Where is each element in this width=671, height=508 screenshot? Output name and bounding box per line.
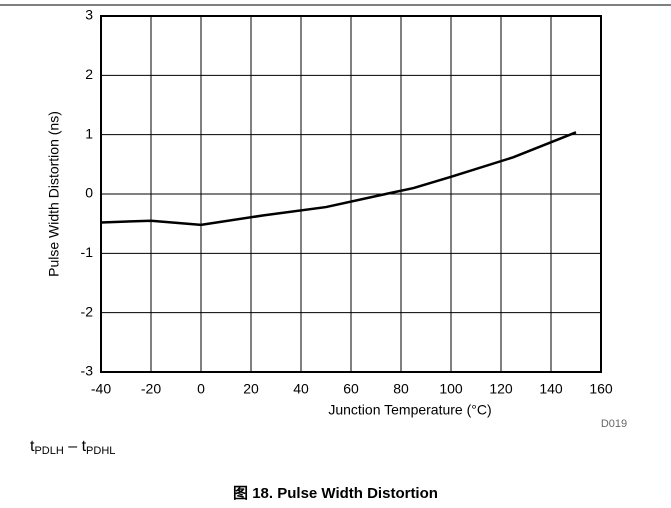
- note-sub: PDHL: [86, 445, 116, 457]
- note-sub: PDLH: [34, 445, 64, 457]
- y-tick-label: -1: [81, 244, 94, 260]
- y-tick-label: -2: [81, 303, 94, 319]
- plot-frame: [100, 15, 602, 373]
- note-text: t: [30, 438, 35, 455]
- x-tick-label: 140: [539, 381, 563, 397]
- x-tick-label: 40: [293, 381, 309, 397]
- x-tick-label: 60: [343, 381, 359, 397]
- note-text: – t: [68, 438, 87, 455]
- y-axis-label: Pulse Width Distortion (ns): [46, 111, 62, 277]
- x-tick-label: 100: [439, 381, 463, 397]
- x-tick-label: 80: [393, 381, 409, 397]
- data-line: [100, 131, 577, 227]
- x-tick-label: -40: [91, 381, 111, 397]
- x-tick-label: 20: [243, 381, 259, 397]
- y-tick-label: 2: [85, 66, 93, 82]
- x-tick-label: 160: [589, 381, 613, 397]
- figure-title: 图 18. Pulse Width Distortion: [233, 485, 438, 502]
- y-tick-label: -3: [81, 363, 94, 379]
- x-tick-label: 0: [197, 381, 205, 397]
- figure-code: D019: [601, 418, 627, 430]
- note: tPDLH – tPDHL: [30, 438, 115, 457]
- x-axis-label: Junction Temperature (°C): [328, 402, 491, 418]
- y-tick-label: 0: [85, 185, 93, 201]
- x-tick-label: -20: [141, 381, 161, 397]
- y-tick-label: 3: [85, 7, 93, 23]
- chart: Junction Temperature (°C) Pulse Width Di…: [0, 4, 671, 430]
- x-tick-label: 120: [489, 381, 513, 397]
- y-tick-label: 1: [85, 125, 93, 141]
